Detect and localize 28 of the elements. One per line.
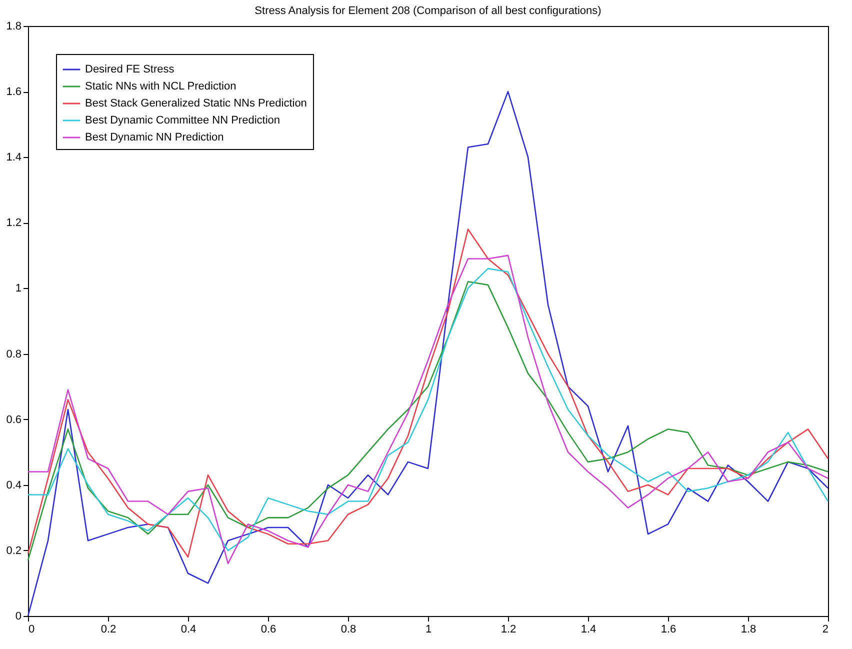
y-tick-label: 1.2 [6, 217, 22, 230]
x-tick-label: 1.2 [500, 624, 516, 636]
x-tick-label: 0 [28, 624, 35, 636]
y-tick-label: 0.4 [6, 479, 22, 492]
x-tick-label: 0.8 [340, 624, 356, 636]
y-tick-label: 1 [15, 282, 22, 295]
legend-label: Best Dynamic NN Prediction [85, 132, 224, 144]
legend-label: Best Stack Generalized Static NNs Prediction [85, 98, 307, 110]
y-tick-label: 0.6 [6, 414, 22, 426]
chart-title: Stress Analysis for Element 208 (Comparison of all best configurations) [254, 5, 602, 17]
x-tick-label: 1.6 [660, 624, 676, 636]
x-tick-label: 0.2 [100, 624, 116, 636]
x-tick-label: 1.8 [740, 624, 756, 636]
line-series [27, 90, 829, 617]
legend-label: Desired FE Stress [85, 64, 175, 76]
x-tick-label: 0.6 [260, 624, 276, 636]
y-tick-label: 0.2 [6, 544, 22, 557]
legend-label: Static NNs with NCL Prediction [85, 80, 236, 92]
y-tick-label: 0 [15, 610, 22, 622]
x-tick-label: 0.4 [180, 624, 196, 636]
y-tick-label: 1.6 [6, 86, 22, 98]
legend-label: Best Dynamic Committee NN Prediction [85, 114, 280, 126]
x-tick-label: 1 [425, 624, 432, 636]
x-tick-label: 1.4 [580, 624, 596, 636]
y-tick-label: 1.4 [6, 152, 22, 164]
y-tick-label: 0.8 [6, 348, 22, 360]
x-tick-label: 2 [822, 624, 828, 636]
y-tick-label: 1.8 [6, 20, 22, 32]
